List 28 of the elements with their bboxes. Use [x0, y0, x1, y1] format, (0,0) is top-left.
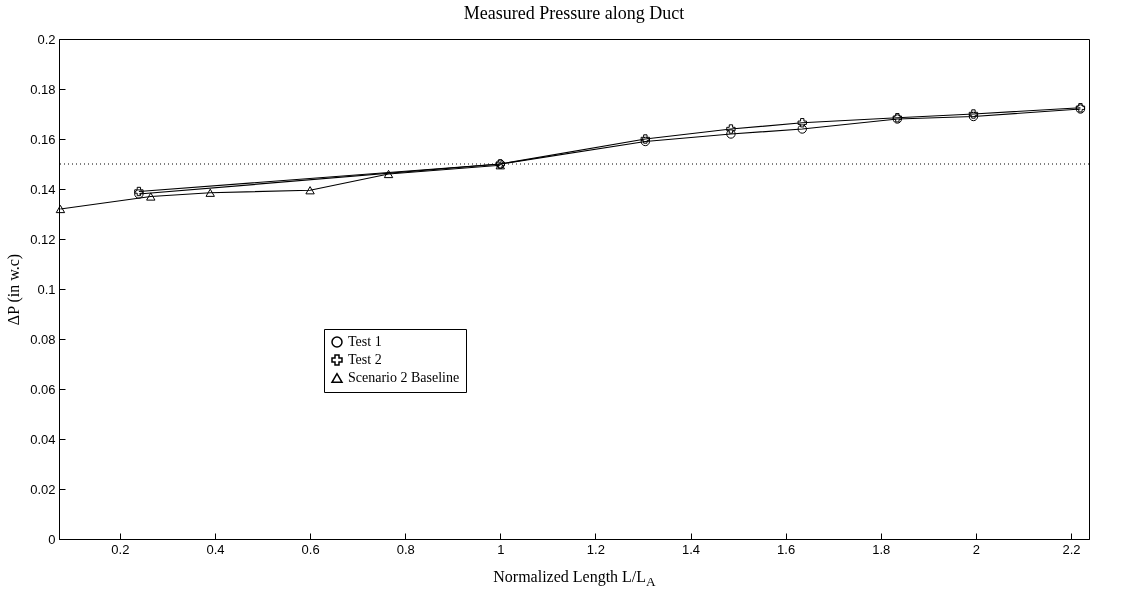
y-tick-label: 0.02 — [30, 481, 56, 497]
x-tick-label: 0.4 — [206, 541, 225, 557]
y-tick-label: 0.14 — [30, 181, 56, 197]
x-axis-title: Normalized Length L/L$_{A}$ — [492, 568, 657, 591]
x-tick-label: 0.8 — [396, 541, 415, 557]
y-axis-title: ΔP (in w.c) — [5, 253, 24, 326]
x-tick-label: 0.6 — [301, 541, 320, 557]
x-tick-label: 1.8 — [872, 541, 891, 557]
y-tick-label: 0.18 — [30, 81, 56, 97]
x-tick-label: 1.6 — [777, 541, 796, 557]
x-tick-label: 1.2 — [586, 541, 605, 557]
x-tick-label: 1.4 — [681, 541, 701, 557]
y-tick-label: 0.04 — [30, 431, 56, 447]
legend-label: Test 1 — [348, 334, 382, 349]
chart-title: Measured Pressure along Duct — [463, 3, 685, 23]
x-tick-label: 2.2 — [1062, 541, 1081, 557]
legend-label: Test 2 — [348, 352, 382, 367]
y-tick-label: 0.06 — [30, 381, 56, 397]
legend-label: Scenario 2 Baseline — [348, 370, 460, 385]
y-tick-label: 0.1 — [37, 281, 56, 297]
y-tick-label: 0.2 — [37, 31, 56, 47]
y-tick-label: 0 — [48, 531, 56, 547]
y-tick-label: 0.16 — [30, 131, 56, 147]
y-tick-label: 0.08 — [30, 331, 56, 347]
x-tick-label: 1 — [497, 541, 505, 557]
x-tick-label: 0.2 — [111, 541, 130, 557]
x-tick-label: 2 — [972, 541, 980, 557]
y-tick-label: 0.12 — [30, 231, 56, 247]
